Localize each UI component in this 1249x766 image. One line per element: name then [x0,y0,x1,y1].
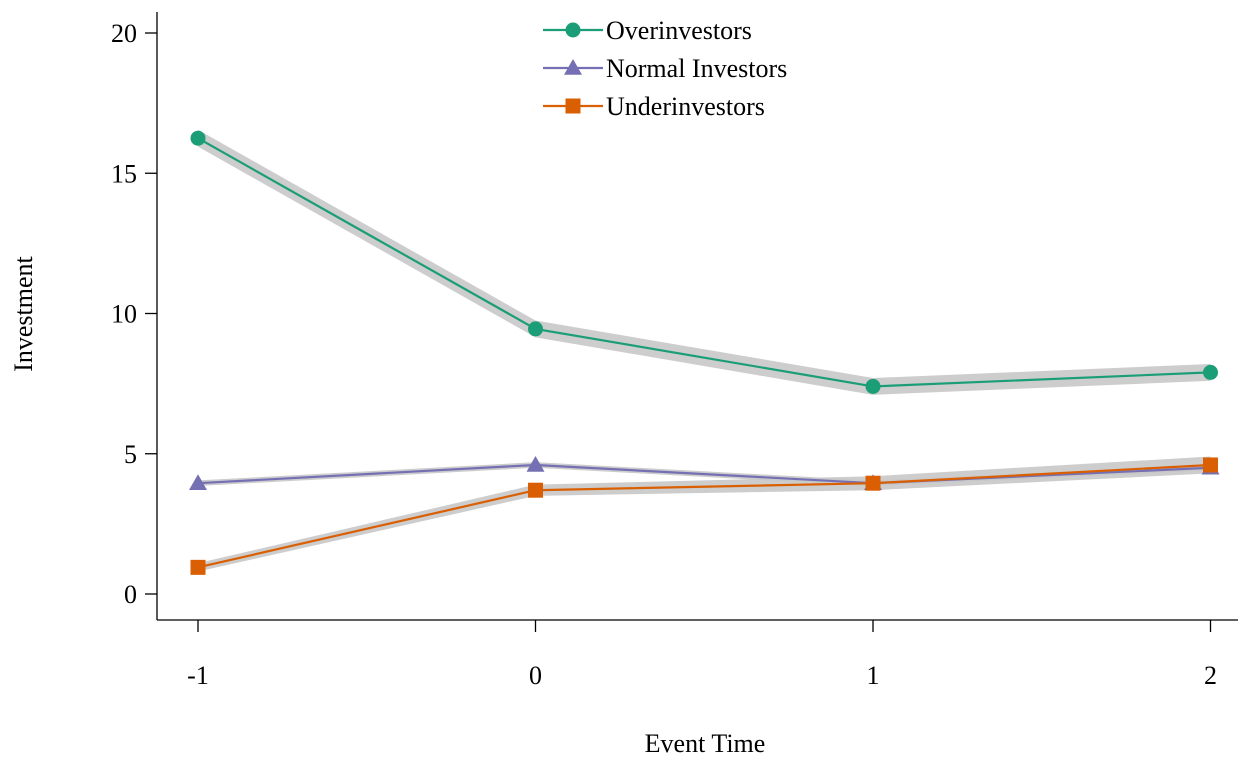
confidence-bands [198,129,1211,572]
overinvestors-line [197,137,1211,388]
y-axis-title: Investment [9,255,38,371]
underinvestors-point [1203,457,1218,473]
axes: 0 5 10 15 20 -1 0 1 2 [111,12,1238,690]
x-axis-title: Event Time [645,729,766,758]
x-ticks: -1 0 1 2 [187,620,1217,690]
legend-label-underinvestors: Underinvestors [606,92,765,121]
overinvestors-point [865,378,881,394]
y-tick-label: 15 [111,159,137,188]
legend-swatch-marker-overinvestors [565,22,581,38]
underinvestors-line [197,463,1211,569]
legend: Overinvestors Normal Investors Underinvest… [543,16,787,121]
series-lines [197,137,1211,569]
legend-label-overinvestors: Overinvestors [606,16,752,45]
normal-investors-line [197,463,1211,485]
x-tick-label: 2 [1204,661,1217,690]
normal-investors-point [526,455,545,472]
x-tick-label: 1 [867,661,880,690]
normal-investors-point [189,474,207,490]
overinvestors-point [528,321,543,337]
overinvestors-band [198,129,1211,395]
overinvestors-point [190,130,206,146]
legend-swatch-marker-underinvestors [565,98,581,114]
y-tick-label: 10 [111,300,137,329]
x-tick-label: 0 [529,661,542,690]
underinvestors-point [528,482,543,498]
y-tick-label: 0 [124,580,137,609]
legend-label-normal-investors: Normal Investors [606,54,787,83]
y-tick-label: 5 [124,440,137,469]
series-markers [189,130,1220,575]
y-tick-label: 20 [111,19,137,48]
underinvestors-point [865,475,881,491]
y-ticks: 0 5 10 15 20 [111,19,157,609]
legend-swatch-marker-normal-investors [564,59,582,75]
x-tick-label: -1 [187,661,209,690]
overinvestors-point [1203,364,1218,380]
underinvestors-point [190,559,206,575]
underinvestors-band [198,456,1211,572]
